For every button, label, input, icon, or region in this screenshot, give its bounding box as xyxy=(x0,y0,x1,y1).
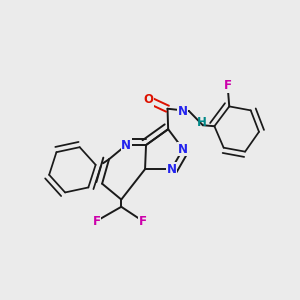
Text: N: N xyxy=(167,163,176,176)
Text: F: F xyxy=(224,79,232,92)
Text: N: N xyxy=(121,139,131,152)
Text: F: F xyxy=(92,214,101,227)
Text: N: N xyxy=(178,142,188,155)
Text: O: O xyxy=(143,93,153,106)
Text: N: N xyxy=(178,104,188,118)
Text: H: H xyxy=(196,116,206,129)
Text: F: F xyxy=(139,214,147,227)
